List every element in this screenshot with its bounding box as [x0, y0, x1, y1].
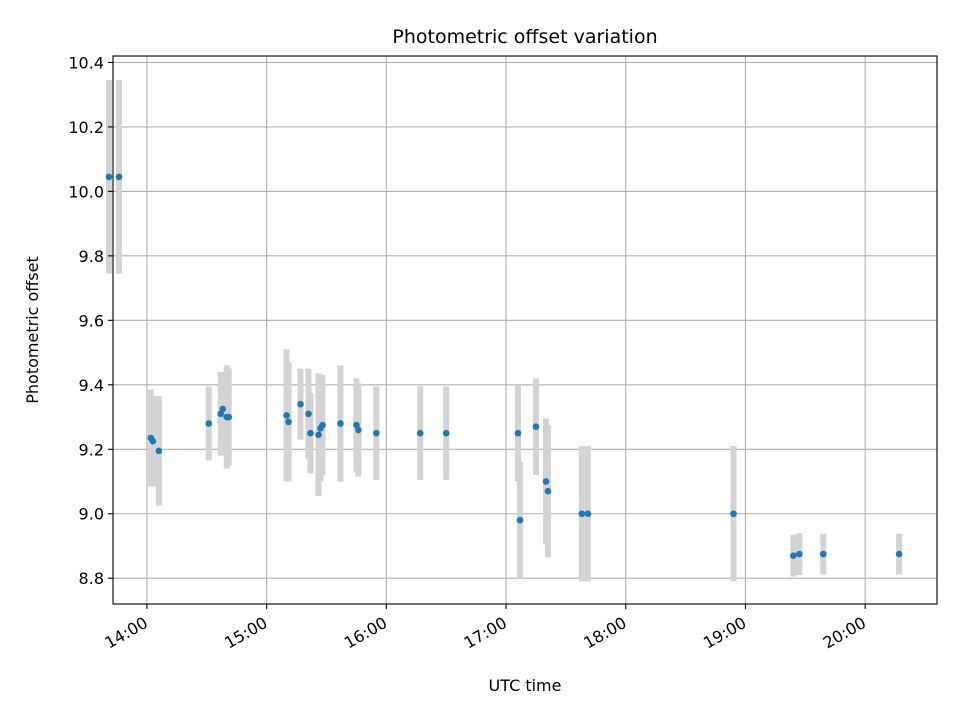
data-point	[337, 420, 344, 427]
y-tick-label: 9.2	[79, 440, 104, 459]
chart-title: Photometric offset variation	[392, 26, 657, 48]
data-point	[307, 429, 314, 437]
data-point	[730, 510, 737, 518]
data-point	[542, 478, 550, 485]
data-point	[442, 429, 450, 437]
y-tick-label: 9.0	[79, 505, 104, 524]
data-point	[578, 510, 586, 518]
data-point	[584, 510, 592, 518]
data-point	[373, 429, 380, 437]
data-point	[532, 423, 540, 431]
data-point	[115, 173, 123, 181]
data-point	[796, 550, 803, 558]
data-points	[105, 173, 903, 559]
y-axis-ticks: 8.8 9.0 9.2 9.4 9.6 9.8 10.0 10.2 10.4	[68, 53, 113, 588]
data-point	[225, 413, 233, 421]
data-point	[514, 429, 522, 437]
data-point	[315, 431, 322, 439]
y-tick-label: 9.8	[79, 247, 104, 266]
data-point	[283, 412, 290, 419]
y-tick-label: 8.8	[79, 569, 104, 588]
data-point	[895, 550, 903, 558]
y-axis-label: Photometric offset	[23, 256, 42, 404]
data-point	[355, 426, 362, 434]
y-tick-label: 9.4	[79, 376, 104, 395]
data-point	[155, 447, 163, 455]
data-point	[319, 421, 326, 429]
data-point	[544, 487, 552, 495]
data-point	[149, 437, 157, 445]
data-point	[205, 420, 213, 427]
data-point	[297, 400, 304, 408]
y-tick-label: 9.6	[79, 311, 104, 330]
data-point	[105, 173, 113, 181]
data-point	[305, 410, 312, 418]
y-tick-label: 10.4	[68, 53, 104, 72]
y-tick-label: 10.0	[68, 182, 104, 201]
y-tick-label: 10.2	[68, 118, 104, 137]
grid-lines	[113, 56, 937, 604]
x-axis-label: UTC time	[489, 676, 562, 695]
data-point	[819, 550, 827, 558]
data-point	[219, 405, 227, 413]
data-point	[790, 552, 797, 559]
data-point	[285, 418, 292, 426]
data-point	[516, 516, 524, 524]
data-point	[416, 429, 424, 437]
plot-frame	[112, 55, 938, 605]
